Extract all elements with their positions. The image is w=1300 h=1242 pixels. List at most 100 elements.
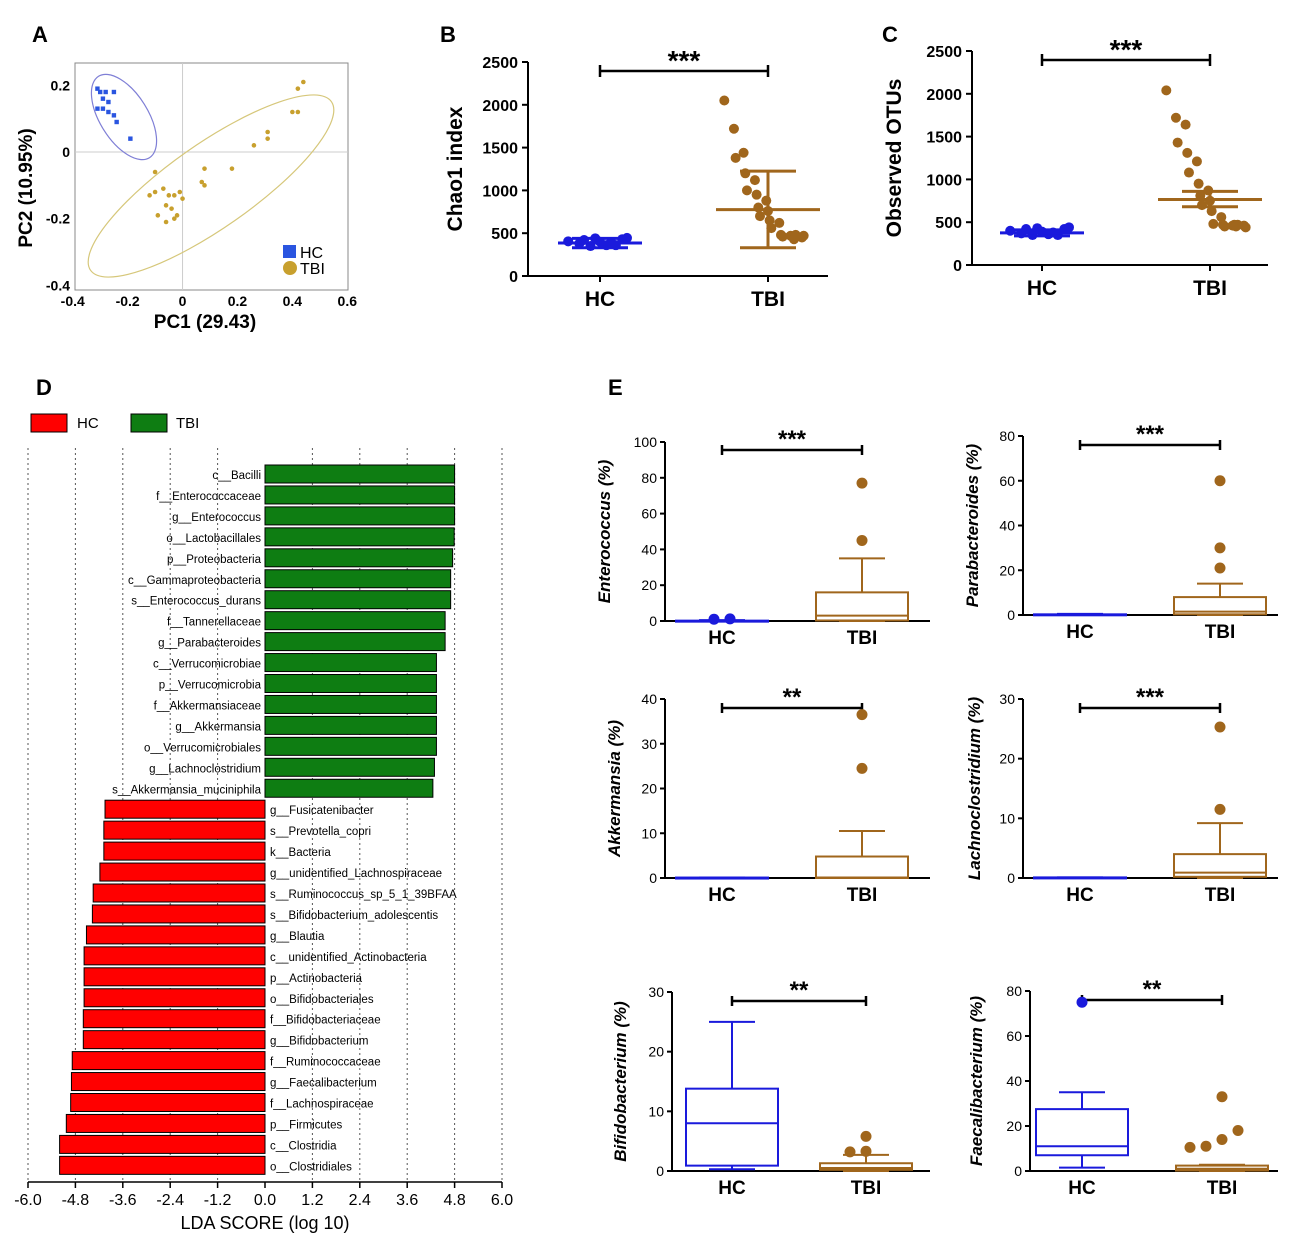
tbi-outlier-point [856, 762, 868, 774]
tbi-data-point [1240, 222, 1251, 233]
pca-x-tick-label: 0.2 [228, 293, 248, 309]
lda-x-tick-label: -3.6 [109, 1192, 137, 1209]
tbi-sample-point [202, 166, 207, 171]
tbi-outlier-point [1214, 721, 1226, 733]
tbi-data-point [1197, 200, 1207, 211]
parabacteroides-x-tick-label: TBI [1205, 622, 1236, 643]
tbi-data-point [1183, 167, 1194, 178]
tbi-data-point [761, 195, 772, 206]
lda-taxon-label: g__Lachnoclostridium [149, 763, 261, 775]
lda-taxon-label: p__Verrucomicrobia [159, 680, 262, 692]
lachnoclostridium-boxplot: 0 10 20 30 HC TBI Lachnoclostridium (%) *** [965, 684, 1278, 906]
lachnoclostridium-y-axis-title: Lachnoclostridium (%) [965, 697, 984, 881]
lda-x-tick-label: 0.0 [254, 1192, 276, 1209]
lda-taxon-label: s__Enterococcus_durans [131, 596, 261, 608]
pca-y-tick-label: -0.2 [46, 211, 70, 227]
lda-taxon-label: p__Actinobacteria [270, 973, 363, 985]
tbi-outlier-point [860, 1145, 872, 1157]
tbi-sample-point [161, 186, 166, 191]
hc-sample-point [106, 99, 111, 105]
tbi-data-point [738, 147, 749, 158]
tbi-sample-point [163, 219, 169, 225]
lda-x-tick-label: 1.2 [301, 1192, 323, 1209]
tbi-data-point [1208, 218, 1219, 229]
tbi-data-point [749, 175, 760, 186]
pca-y-tick-label: 0.2 [51, 77, 71, 93]
enterococcus-x-tick-label: HC [708, 628, 736, 649]
lda-bar [264, 674, 437, 693]
legend-hc-marker [283, 245, 296, 258]
otus-y-tick-label: 500 [935, 215, 962, 232]
hc-sample-point [100, 96, 106, 101]
legend-tbi-swatch [130, 413, 168, 433]
lachnoclostridium-x-tick-label: TBI [1205, 885, 1236, 906]
otus-x-tick-label: HC [1027, 277, 1057, 300]
enterococcus-boxplot: 0 20 40 60 80 100 HC TBI Enterococcus (%) *** [595, 426, 930, 649]
lda-bar [264, 506, 456, 526]
tbi-data-point [1216, 212, 1227, 223]
lda-bar [264, 653, 437, 673]
faecalibacterium-x-tick-label: TBI [1207, 1178, 1238, 1199]
faecalibacterium-y-tick-label: 0 [1014, 1163, 1022, 1179]
lda-bar [82, 1009, 266, 1029]
lda-x-tick-label: -4.8 [62, 1192, 90, 1209]
pca-y-axis-title: PC2 (10.95%) [16, 128, 37, 247]
tbi-sample-point [229, 166, 235, 171]
lda-taxon-label: p__Firmicutes [270, 1119, 342, 1131]
tbi-box [1173, 853, 1267, 878]
lda-bar [264, 464, 456, 484]
tbi-outlier-point [856, 534, 868, 546]
tbi-outlier-point [1200, 1140, 1212, 1152]
tbi-sample-point [301, 79, 306, 85]
lda-taxon-label: s__Ruminococcus_sp_5_1_39BFAA [270, 889, 457, 901]
lda-bar [91, 904, 266, 924]
parabacteroides-y-axis-title: Parabacteroides (%) [963, 443, 982, 607]
tbi-sample-point [177, 189, 183, 195]
hc-box [685, 1087, 779, 1167]
lda-bar [103, 841, 266, 861]
enterococcus-x-tick-label: TBI [847, 628, 878, 649]
lda-bar [83, 988, 266, 1008]
chao1-y-tick-label: 2500 [482, 55, 518, 72]
chao1-x-tick-label: HC [585, 288, 615, 311]
enterococcus-y-tick-label: 0 [649, 613, 657, 629]
lda-bar [264, 715, 437, 735]
panel-label-e: E [608, 375, 623, 400]
faecalibacterium-significance-label: ** [1143, 976, 1162, 1003]
lda-taxon-label: g__Blautia [270, 931, 325, 943]
tbi-outlier-point [1214, 475, 1226, 487]
lda-taxon-label: o__Clostridiales [270, 1161, 352, 1173]
tbi-data-point [1206, 206, 1217, 217]
legend-hc-label: HC [300, 245, 323, 262]
legend-tbi-label: TBI [176, 415, 199, 432]
bifidobacterium-x-tick-label: HC [718, 1178, 746, 1199]
tbi-outlier-point [1214, 542, 1226, 554]
pca-x-tick-label: 0.4 [283, 293, 303, 309]
akkermansia-y-tick-label: 10 [641, 825, 657, 841]
lda-bar [264, 590, 452, 610]
lda-taxon-label: g__Bifidobacterium [270, 1036, 368, 1048]
tbi-outlier-point [1232, 1125, 1244, 1136]
chao1-significance-label: *** [668, 45, 701, 76]
lachnoclostridium-y-tick-label: 20 [999, 751, 1015, 767]
akkermansia-y-tick-label: 20 [641, 781, 657, 797]
otus-y-tick-label: 1500 [926, 130, 962, 147]
legend-hc-label: HC [77, 415, 99, 432]
parabacteroides-y-tick-label: 60 [999, 473, 1015, 489]
faecalibacterium-y-tick-label: 60 [1006, 1028, 1022, 1044]
panel-label-d: D [36, 375, 52, 400]
faecalibacterium-y-tick-label: 80 [1006, 983, 1022, 999]
lda-taxon-label: c__Bacilli [212, 470, 261, 482]
tbi-outlier-point [856, 477, 868, 489]
lda-bar [82, 1030, 266, 1050]
akkermansia-x-tick-label: HC [708, 885, 736, 906]
lda-taxon-label: g__Enterococcus [172, 512, 261, 524]
tbi-sample-point [199, 179, 205, 185]
tbi-outlier-point [856, 709, 868, 721]
chao1-y-tick-label: 0 [509, 269, 518, 286]
hc-sample-point [128, 136, 133, 141]
lda-taxon-label: f__Ruminococcaceae [270, 1057, 381, 1069]
lda-taxon-label: s__Prevotella_copri [270, 826, 371, 838]
bifidobacterium-x-tick-label: TBI [851, 1178, 882, 1199]
otus-x-tick-label: TBI [1193, 277, 1227, 300]
